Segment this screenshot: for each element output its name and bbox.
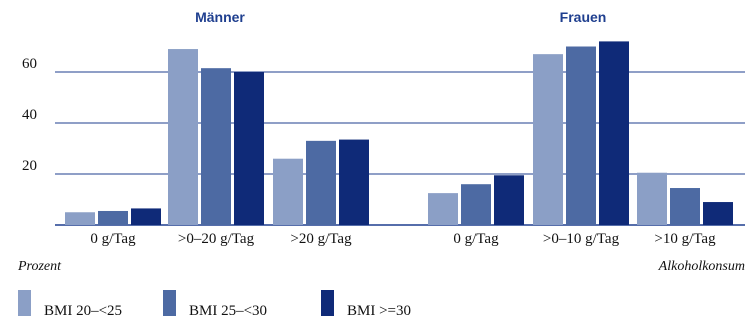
bars	[65, 41, 733, 226]
bar-frauen-1-1	[566, 46, 596, 225]
y-tick-labels: 20 40 60	[22, 56, 37, 174]
category-labels: 0 g/Tag >0–20 g/Tag >20 g/Tag 0 g/Tag >0–10 …	[90, 231, 716, 247]
bar-frauen-2-0	[637, 172, 667, 225]
bar-frauen-0-1	[461, 184, 491, 225]
category-label: 0 g/Tag	[90, 231, 136, 247]
category-label: >20 g/Tag	[290, 231, 352, 247]
bar-frauen-2-2	[703, 202, 733, 225]
y-tick-label: 20	[22, 158, 37, 174]
legend-label: BMI 20–<25	[44, 303, 122, 319]
bar-frauen-1-0	[533, 54, 563, 226]
bar-maenner-0-0	[65, 212, 95, 225]
bar-maenner-1-1	[201, 68, 231, 225]
bar-maenner-1-0	[168, 49, 198, 225]
category-label: >10 g/Tag	[654, 231, 716, 247]
legend-swatch	[321, 290, 334, 316]
category-label: >0–20 g/Tag	[178, 231, 255, 247]
panel-titles: Männer Frauen	[195, 9, 606, 25]
y-tick-label: 40	[22, 107, 37, 123]
bar-maenner-2-2	[339, 139, 369, 225]
bar-maenner-0-2	[131, 208, 161, 225]
bar-frauen-0-0	[428, 193, 458, 225]
panel-title: Männer	[195, 9, 245, 25]
category-label: 0 g/Tag	[453, 231, 499, 247]
y-tick-label: 60	[22, 56, 37, 72]
legend-label: BMI 25–<30	[189, 303, 267, 319]
bar-maenner-2-0	[273, 158, 303, 225]
legend-swatch	[163, 290, 176, 316]
bar-frauen-1-2	[599, 41, 629, 226]
legend-label: BMI >=30	[347, 303, 411, 319]
x-axis-label: Alkoholkonsum	[658, 259, 745, 274]
bar-frauen-0-2	[494, 175, 524, 225]
category-label: >0–10 g/Tag	[543, 231, 620, 247]
bar-maenner-0-1	[98, 210, 128, 225]
bar-maenner-2-1	[306, 140, 336, 225]
legend-swatch	[18, 290, 31, 316]
legend: BMI 20–<25 BMI 25–<30 BMI >=30	[18, 290, 411, 319]
bar-frauen-2-1	[670, 188, 700, 225]
y-axis-label: Prozent	[17, 259, 62, 274]
panel-title: Frauen	[560, 9, 607, 25]
bar-maenner-1-2	[234, 72, 264, 225]
